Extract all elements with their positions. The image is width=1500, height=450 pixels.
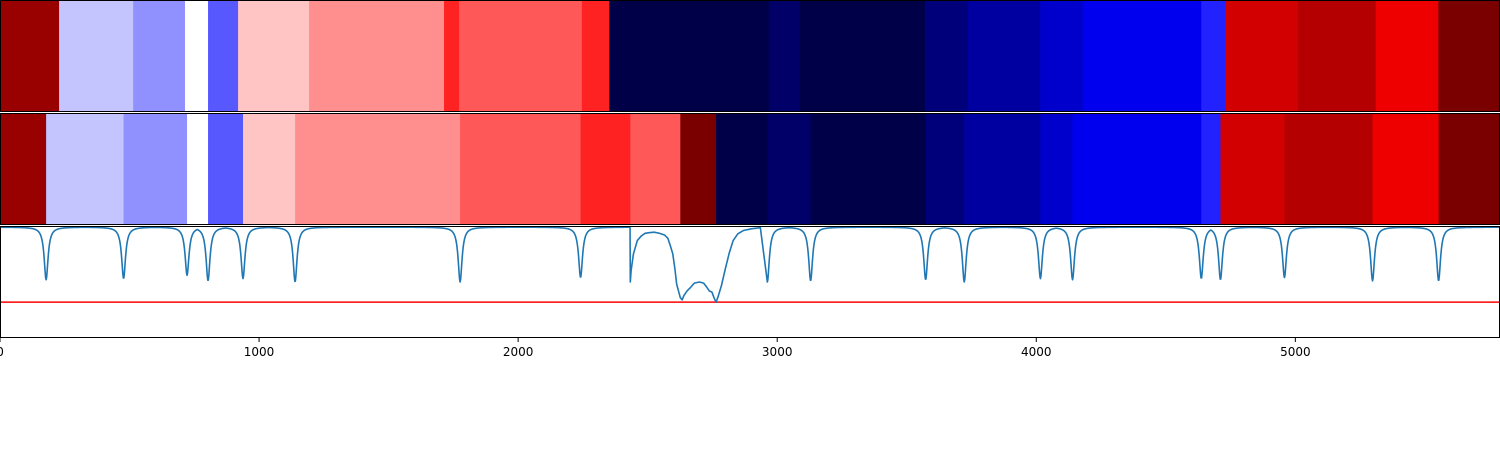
- x-tick-label: 2000: [503, 345, 534, 359]
- heatmap-cell: [0, 113, 47, 225]
- heatmap-cell: [208, 0, 239, 112]
- heatmap-cell: [184, 0, 209, 112]
- heatmap-cell: [208, 113, 244, 225]
- heatmap-cell: [716, 113, 768, 225]
- heatmap-cell: [123, 113, 188, 225]
- heatmap-cell: [925, 113, 965, 225]
- heatmap-cell: [460, 113, 582, 225]
- heatmap-cell: [1201, 0, 1226, 112]
- heatmap-cell: [1375, 0, 1439, 112]
- line-panel: [0, 226, 1500, 338]
- heatmap-strip-top: [0, 0, 1500, 112]
- heatmap-cell: [46, 113, 125, 225]
- heatmap-cell: [295, 113, 461, 225]
- heatmap-cell: [680, 113, 717, 225]
- heatmap-cell: [1082, 0, 1202, 112]
- heatmap-cell: [1225, 0, 1299, 112]
- heatmap-cell: [964, 113, 1042, 225]
- heatmap-cell: [1297, 0, 1377, 112]
- x-axis: 0 1000 2000 3000 4000 5000: [0, 338, 1311, 359]
- x-tick-label: 3000: [762, 345, 793, 359]
- heatmap-cell: [967, 0, 1041, 112]
- heatmap-cell: [767, 113, 812, 225]
- heatmap-cell: [59, 0, 134, 112]
- heatmap-cell: [444, 0, 460, 112]
- heatmap-cell: [309, 0, 445, 112]
- heatmap-cell: [1284, 113, 1374, 225]
- heatmap-cell: [630, 113, 681, 225]
- heatmap-cell: [187, 113, 209, 225]
- heatmap-cell: [924, 0, 969, 112]
- x-tick-label: 4000: [1021, 345, 1052, 359]
- heatmap-cell: [238, 0, 310, 112]
- heatmap-cell: [609, 0, 770, 112]
- heatmap-cell: [1072, 113, 1202, 225]
- heatmap-cell: [1438, 0, 1500, 112]
- heatmap-cell: [768, 0, 801, 112]
- heatmap-strip-bottom: [0, 113, 1500, 225]
- heatmap-cell: [459, 0, 583, 112]
- heatmap-cell: [1220, 113, 1286, 225]
- heatmap-cell: [1040, 113, 1074, 225]
- heatmap-cell: [580, 113, 631, 225]
- heatmap-cell: [810, 113, 927, 225]
- heatmap-cell: [243, 113, 296, 225]
- heatmap-cell: [133, 0, 186, 112]
- line-panel-background: [0, 226, 1500, 338]
- x-tick-label: 5000: [1280, 345, 1311, 359]
- heatmap-cell: [1201, 113, 1222, 225]
- signal-line: [0, 226, 1500, 303]
- heatmap-cell: [0, 0, 60, 112]
- heatmap-cell: [1372, 113, 1440, 225]
- heatmap-cell: [1040, 0, 1084, 112]
- x-tick-label: 0: [0, 345, 4, 359]
- heatmap-cell: [581, 0, 610, 112]
- heatmap-cell: [800, 0, 926, 112]
- heatmap-cell: [1438, 113, 1500, 225]
- x-tick-label: 1000: [244, 345, 275, 359]
